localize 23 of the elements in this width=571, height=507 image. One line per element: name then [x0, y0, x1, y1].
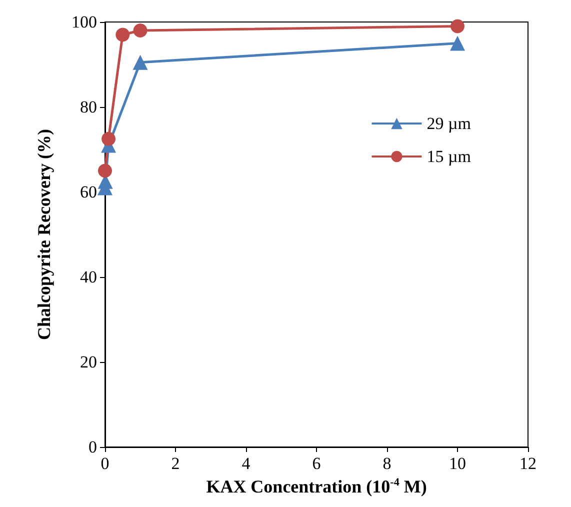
- y-tick-label: 80: [80, 98, 97, 116]
- point: [98, 164, 112, 178]
- point: [450, 36, 465, 51]
- point: [116, 28, 130, 42]
- y-axis-title: Chalcopyrite Recovery (%): [34, 129, 54, 340]
- legend-label: 29 µm: [426, 114, 472, 133]
- legend-label: 15 µm: [426, 147, 472, 166]
- x-tick-label: 6: [312, 454, 321, 473]
- x-tick-label: 12: [520, 454, 536, 473]
- x-tick-label: 10: [449, 454, 466, 473]
- point: [450, 19, 464, 34]
- x-tick-label: 8: [382, 454, 392, 473]
- x-tick-label: 2: [171, 454, 180, 473]
- point: [102, 132, 116, 146]
- y-tick-label: 0: [88, 438, 97, 456]
- y-tick-label: 20: [80, 352, 97, 372]
- point: [133, 24, 148, 38]
- y-tick-label: 60: [80, 182, 97, 202]
- point: [132, 54, 148, 70]
- y-tick-label: 100: [72, 12, 97, 32]
- y-tick-label: 40: [80, 268, 97, 286]
- x-tick-label: 0: [100, 454, 110, 473]
- x-tick-label: 4: [242, 454, 251, 473]
